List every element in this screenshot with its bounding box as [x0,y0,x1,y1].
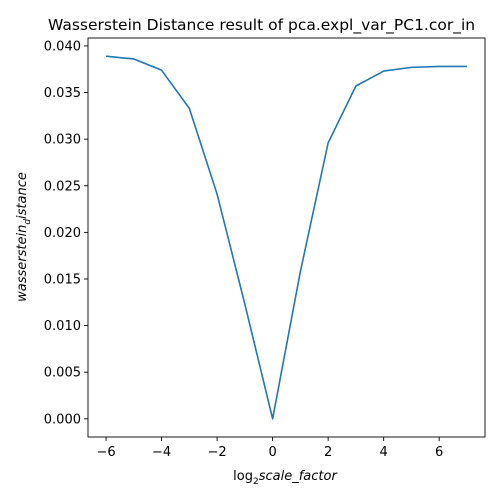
x-tick-label: −6 [96,445,115,460]
x-axis-label-subscript: 2 [253,477,259,487]
x-axis-label-prefix: log [233,469,253,484]
y-axis-label-rest: istance [15,172,30,219]
y-axis-label: wassersteindistance [15,172,33,302]
y-tick-label: 0.010 [44,319,81,334]
y-tick-label: 0.040 [44,39,81,54]
x-axis-label-italic: scale_factor [259,469,339,484]
y-tick-label: 0.000 [44,412,81,427]
y-tick-label: 0.015 [44,272,81,287]
y-tick-label: 0.020 [44,226,81,241]
series-line-0 [105,55,467,420]
axes-frame [87,37,486,438]
x-tick-label: 6 [435,445,443,460]
x-tick-label: 0 [268,445,276,460]
x-tick-label: −4 [152,445,171,460]
x-axis-label: log2scale_factor [233,469,338,487]
chart-title: Wasserstein Distance result of pca.expl_… [48,16,475,35]
x-tick-label: 4 [380,445,388,460]
y-axis-label-main: wasserstein [15,225,30,302]
plot-area: −6 −4 −2 0 2 4 6 0.000 0.005 0.010 0.015 0.020 0.025… [44,37,486,460]
y-tick-label: 0.005 [44,366,81,381]
y-tick-label: 0.025 [44,179,81,194]
y-axis-label-subscript: d [23,219,33,225]
y-tick-label: 0.030 [44,133,81,148]
x-tick-label: −2 [208,445,227,460]
y-tick-label: 0.035 [44,86,81,101]
x-tick-label: 2 [324,445,332,460]
